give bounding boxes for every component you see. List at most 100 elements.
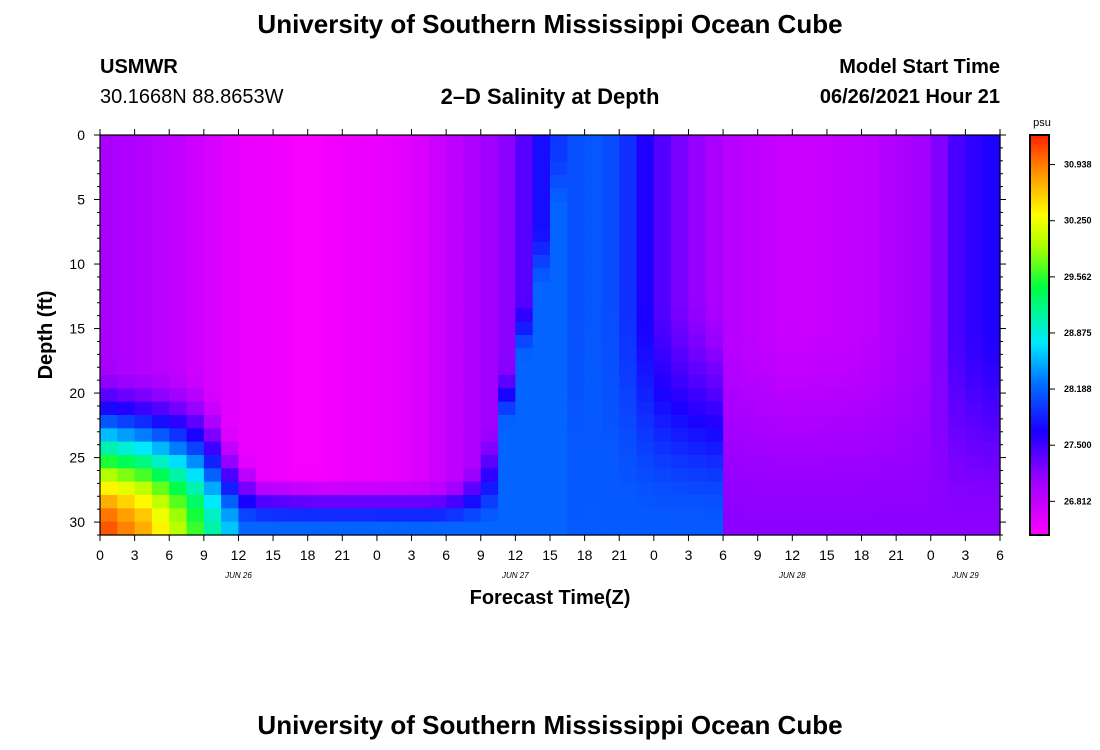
heatmap-cell (463, 135, 482, 149)
heatmap-cell (601, 455, 620, 469)
heatmap-cell (913, 335, 932, 349)
colorbar-ticks: 26.81227.50028.18828.87529.56230.25030.9… (1049, 160, 1092, 506)
heatmap-cell (169, 148, 188, 163)
heatmap-cell (688, 361, 707, 376)
heatmap-cell (463, 415, 482, 429)
heatmap-cell (463, 428, 482, 443)
heatmap-cell (515, 308, 534, 323)
heatmap-cell (809, 175, 828, 189)
heatmap-cell (896, 308, 915, 323)
heatmap-cell (480, 441, 499, 456)
heatmap-cell (169, 455, 188, 469)
heatmap-cell (151, 521, 170, 536)
heatmap-cell (307, 428, 326, 443)
heatmap-cell (965, 255, 984, 269)
heatmap-cell (151, 241, 170, 256)
heatmap-cell (203, 335, 222, 349)
heatmap-cell (532, 455, 551, 469)
heatmap-cell (740, 175, 759, 189)
heatmap-cell (619, 321, 638, 336)
heatmap-cell (982, 308, 1001, 323)
heatmap-cell (307, 521, 326, 536)
heatmap-cell (757, 215, 776, 229)
heatmap-cell (584, 335, 603, 349)
heatmap-cell (775, 281, 793, 296)
heatmap-cell (325, 415, 343, 429)
heatmap-cell (982, 148, 1001, 163)
heatmap-cell (325, 308, 343, 323)
heatmap-cell (913, 401, 932, 416)
heatmap-cell (965, 455, 984, 469)
heatmap-cell (325, 148, 343, 163)
heatmap-cell (169, 255, 188, 269)
heatmap-cell (463, 281, 482, 296)
heatmap-cell (221, 388, 240, 403)
heatmap-cell (359, 348, 378, 363)
heatmap-cell (134, 388, 153, 403)
heatmap-cell (394, 495, 413, 509)
heatmap-cell (740, 401, 759, 416)
heatmap-cell (446, 201, 465, 216)
heatmap-cell (428, 268, 447, 283)
heatmap-cell (394, 228, 413, 243)
heatmap-cell (290, 348, 309, 363)
heatmap-cell (653, 201, 672, 216)
heatmap-cell (792, 308, 811, 323)
heatmap-cell (601, 481, 620, 496)
heatmap-cell (134, 188, 153, 203)
heatmap-cell (290, 335, 309, 349)
heatmap-cell (411, 441, 430, 456)
heatmap-cell (705, 241, 724, 256)
heatmap-cell (809, 455, 828, 469)
y-tick-label: 15 (69, 321, 85, 337)
heatmap-cell (394, 215, 413, 229)
heatmap-cell (601, 521, 620, 536)
heatmap-cell (826, 175, 845, 189)
heatmap-cell (134, 481, 153, 496)
heatmap-cell (255, 428, 274, 443)
heatmap-cell (740, 428, 759, 443)
heatmap-cell (342, 415, 361, 429)
heatmap-cell (948, 375, 966, 389)
heatmap-cell (498, 441, 516, 456)
heatmap-cell (394, 375, 413, 389)
heatmap-cell (411, 308, 430, 323)
heatmap-cell (775, 335, 793, 349)
heatmap-cell (740, 295, 759, 309)
heatmap-cell (169, 468, 188, 483)
heatmap-cell (273, 348, 291, 363)
heatmap-cell (757, 401, 776, 416)
heatmap-cell (203, 455, 222, 469)
heatmap-cell (203, 388, 222, 403)
y-tick-label: 20 (69, 385, 85, 401)
heatmap-cell (446, 228, 465, 243)
heatmap-cell (169, 508, 188, 523)
heatmap-cell (134, 468, 153, 483)
heatmap-cell (238, 161, 257, 176)
heatmap-cell (636, 295, 655, 309)
heatmap-cell (411, 175, 430, 189)
heatmap-cell (134, 228, 153, 243)
heatmap-cell (619, 255, 638, 269)
heatmap-cell (359, 295, 378, 309)
heatmap-cell (480, 201, 499, 216)
heatmap-cell (601, 281, 620, 296)
heatmap-cell (913, 215, 932, 229)
heatmap-cell (896, 401, 915, 416)
heatmap-cell (290, 321, 309, 336)
heatmap-cell (584, 188, 603, 203)
heatmap-cell (982, 321, 1001, 336)
heatmap-cell (913, 201, 932, 216)
heatmap-cell (169, 495, 188, 509)
heatmap-cell (913, 415, 932, 429)
heatmap-cell (861, 455, 880, 469)
heatmap-cell (290, 201, 309, 216)
heatmap-cell (948, 161, 966, 176)
heatmap-cell (878, 455, 897, 469)
heatmap-cell (826, 268, 845, 283)
heatmap-cell (100, 375, 118, 389)
heatmap-cell (844, 335, 863, 349)
heatmap-cell (359, 428, 378, 443)
heatmap-cell (913, 268, 932, 283)
heatmap-cell (636, 521, 655, 536)
